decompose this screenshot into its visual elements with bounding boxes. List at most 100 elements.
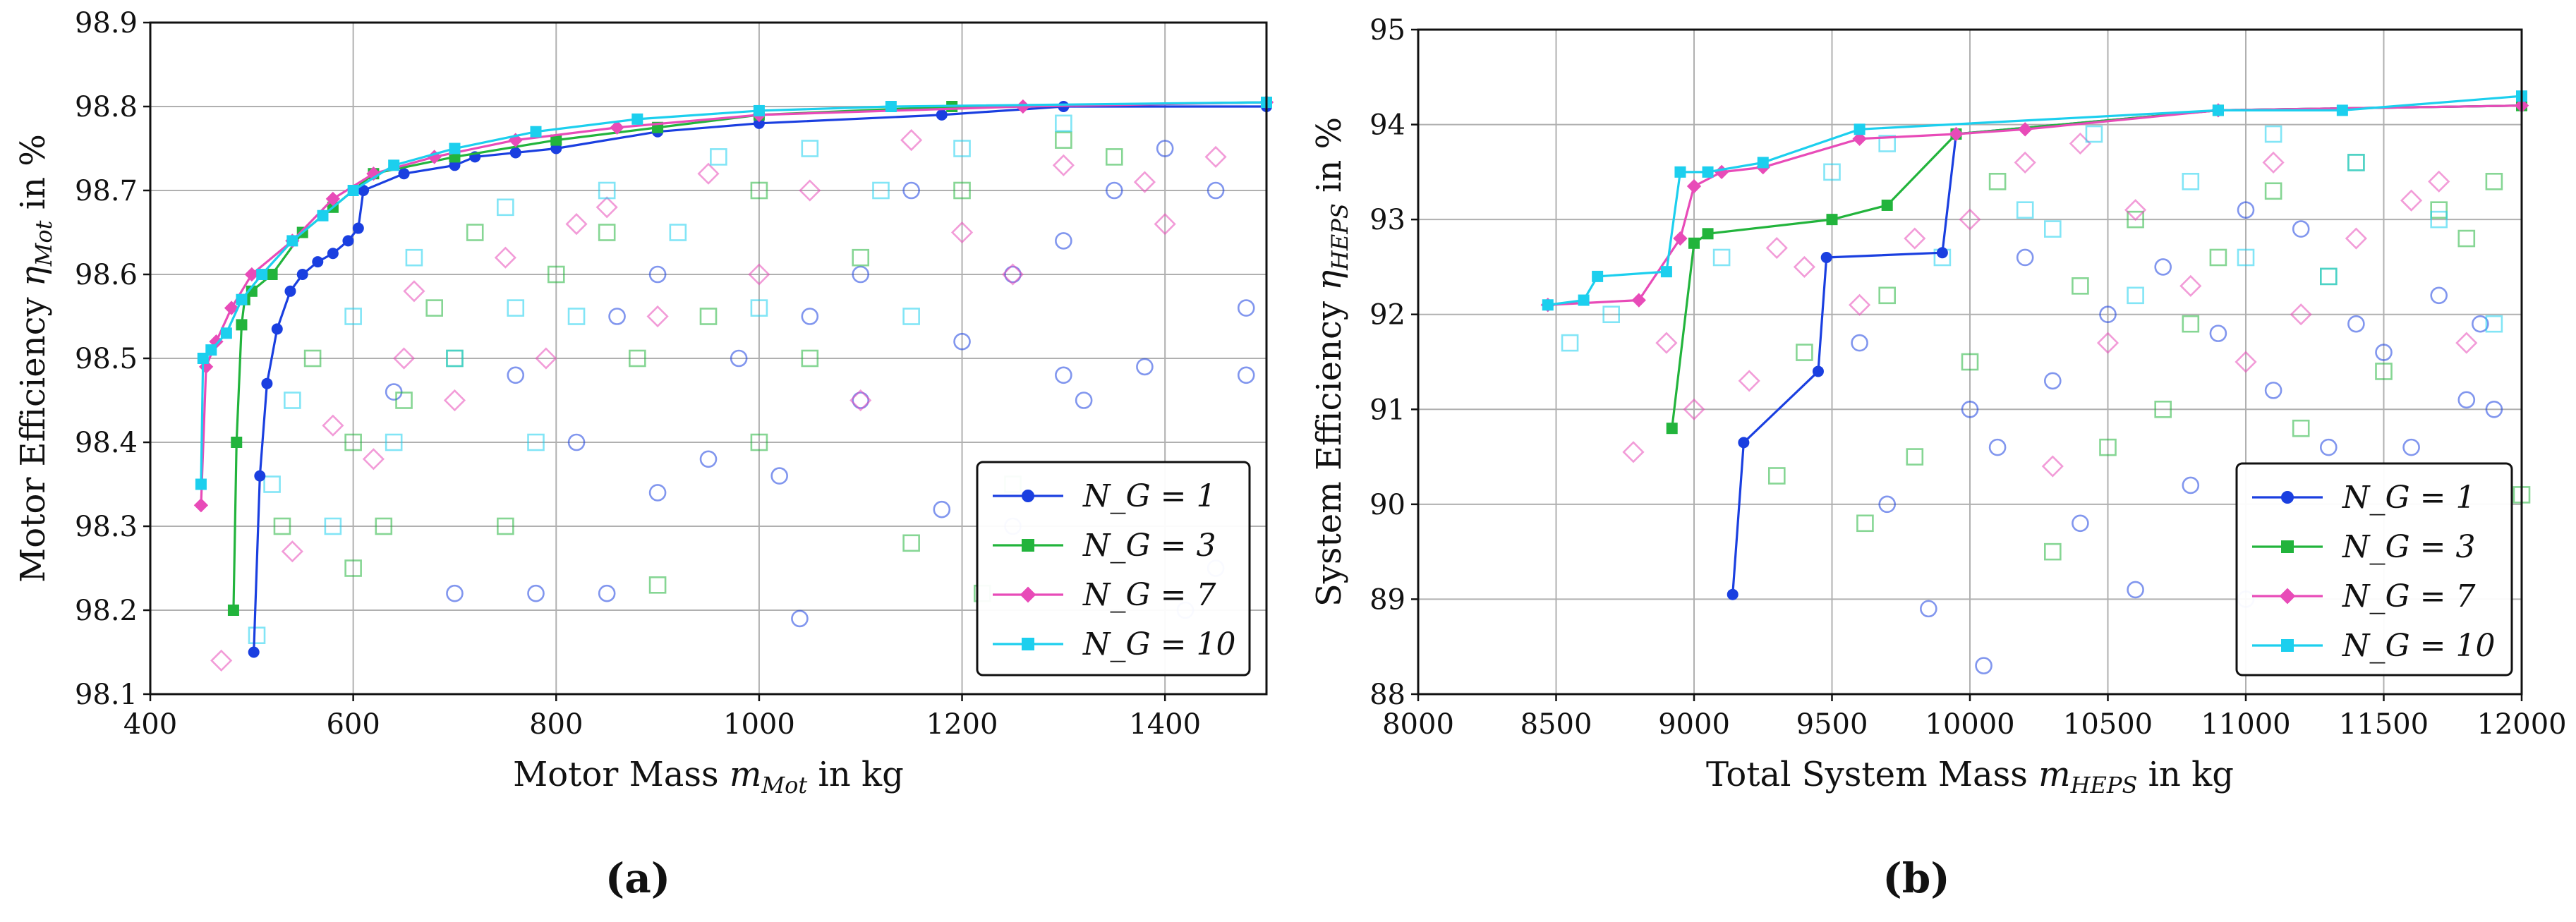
- front-line: [1671, 104, 2522, 429]
- front-point: [449, 142, 461, 154]
- cloud-point: [567, 308, 586, 325]
- cloud-point: [2347, 315, 2365, 333]
- cloud-point: [750, 181, 768, 200]
- chart-b: 8000 8500 9000 9500 10000 10500 11000 11500 1200…: [1310, 14, 2567, 902]
- front-point: [327, 248, 339, 260]
- front-point: [248, 646, 260, 658]
- front-point: [1881, 199, 1893, 211]
- chart-a-legend: N_G = 1 N_G = 3 N_G = 7 N_G = 10: [976, 461, 1251, 677]
- y-tick-label: 95: [1369, 14, 1405, 47]
- cloud-point: [1055, 131, 1072, 149]
- cloud-point: [2044, 220, 2062, 238]
- legend-label: N_G = 10: [1082, 626, 1235, 662]
- cloud-point: [446, 349, 464, 368]
- front-point: [1673, 231, 1688, 246]
- x-tick-label: 11000: [2201, 708, 2290, 741]
- cloud-point: [2320, 438, 2338, 456]
- chart-a-fronts: [193, 95, 1274, 658]
- front-point: [1688, 237, 1700, 249]
- cloud-point: [248, 626, 266, 645]
- front-point: [347, 185, 359, 196]
- cloud-point: [849, 389, 872, 412]
- y-tick-label: 98.1: [75, 679, 138, 711]
- front-point: [224, 301, 239, 315]
- y-tick-label: 98.3: [75, 511, 138, 543]
- chart-b-cloud: [1561, 125, 2531, 674]
- cloud-point: [527, 433, 545, 451]
- x-tick-label: 1400: [1129, 708, 1201, 741]
- cloud-point: [1878, 286, 1896, 305]
- cloud-point: [2485, 173, 2503, 190]
- cloud-point: [953, 332, 971, 351]
- cloud-point: [950, 221, 974, 244]
- cloud-point: [801, 349, 819, 368]
- front-point: [296, 269, 308, 280]
- cloud-point: [303, 349, 322, 368]
- cloud-point: [2375, 344, 2393, 361]
- front-point: [1592, 270, 1604, 282]
- cloud-point: [598, 224, 616, 241]
- front-point: [220, 327, 232, 339]
- cloud-point: [1904, 227, 1926, 250]
- front-point: [236, 293, 248, 305]
- front-point: [398, 168, 410, 180]
- x-tick-label: 1000: [723, 708, 795, 741]
- cloud-point: [2182, 173, 2200, 190]
- x-tick-label: 800: [529, 708, 583, 741]
- front-point: [231, 437, 243, 448]
- front-point: [317, 210, 329, 222]
- front-point: [261, 377, 273, 389]
- cloud-point: [1906, 448, 1924, 466]
- cloud-point: [2041, 455, 2064, 478]
- front-point: [610, 120, 624, 135]
- cloud-point: [750, 433, 768, 451]
- cloud-point: [2345, 227, 2367, 250]
- cloud-point: [1975, 657, 1993, 674]
- cloud-point: [2127, 210, 2144, 229]
- legend-marker: [1020, 586, 1036, 603]
- cloud-point: [210, 649, 233, 672]
- chart-b-fronts: [1540, 90, 2529, 600]
- cloud-point: [2485, 315, 2503, 333]
- chart-a: 400 600 800 1000 1200 1400 98.1 98.2 98.3 98.4 98.…: [13, 7, 1274, 902]
- cloud-point: [1105, 148, 1123, 166]
- cloud-point: [2290, 303, 2312, 326]
- cloud-point: [872, 181, 890, 200]
- cloud-point: [565, 213, 588, 236]
- cloud-point: [629, 349, 646, 368]
- cloud-point: [1561, 334, 1579, 352]
- front-point: [271, 323, 283, 335]
- y-tick-label: 94: [1369, 109, 1405, 142]
- cloud-point: [2127, 286, 2144, 305]
- legend-marker: [2281, 491, 2294, 504]
- cloud-point: [697, 162, 720, 185]
- front-point: [193, 498, 209, 513]
- cloud-point: [1765, 236, 1788, 260]
- front-point: [325, 191, 341, 207]
- cloud-point: [466, 224, 484, 241]
- cloud-point: [2402, 438, 2420, 456]
- front-point: [1852, 131, 1867, 146]
- cloud-point: [2072, 514, 2089, 533]
- cloud-point: [2016, 248, 2034, 267]
- cloud-point: [425, 299, 443, 317]
- y-tick-label: 98.2: [75, 595, 138, 627]
- cloud-point: [527, 584, 545, 602]
- cloud-point: [2099, 438, 2117, 456]
- front-point: [936, 109, 948, 121]
- cloud-point: [648, 484, 667, 502]
- front-point: [1936, 247, 1948, 259]
- cloud-point: [2400, 189, 2423, 212]
- cloud-point: [2182, 315, 2200, 333]
- cloud-point: [375, 517, 393, 535]
- cloud-point: [1237, 299, 1255, 317]
- front-point: [342, 235, 354, 247]
- cloud-point: [567, 433, 586, 451]
- cloud-point: [2044, 372, 2062, 390]
- cloud-point: [852, 248, 870, 267]
- chart-b-ylabel: System Efficiency ηHEPS in %: [1310, 117, 1353, 607]
- cloud-point: [598, 584, 616, 602]
- front-point: [256, 269, 268, 280]
- x-tick-label: 12000: [2477, 708, 2566, 741]
- cloud-point: [2235, 351, 2257, 373]
